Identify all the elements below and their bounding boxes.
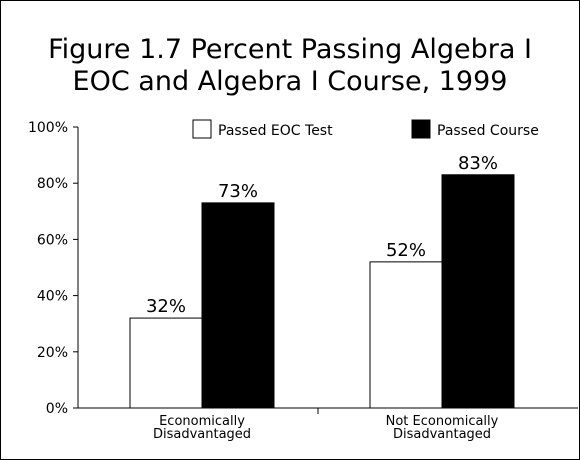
legend-swatch <box>192 119 212 139</box>
legend-label: Passed EOC Test <box>218 123 333 139</box>
data-label: 83% <box>458 153 498 174</box>
x-tick-label: Disadvantaged <box>393 427 491 442</box>
x-tick-label: Disadvantaged <box>153 427 251 442</box>
y-tick-label: 20% <box>37 345 68 361</box>
y-tick-label: 60% <box>37 232 68 248</box>
y-tick-label: 0% <box>46 401 68 417</box>
chart-title: Figure 1.7 Percent Passing Algebra I <box>48 34 532 65</box>
y-tick-label: 80% <box>37 176 68 192</box>
bar <box>369 261 443 409</box>
legend-swatch <box>411 119 431 139</box>
bar <box>129 317 203 409</box>
x-tick-label: Not Economically <box>386 414 499 429</box>
bar <box>441 174 515 409</box>
chart-title: EOC and Algebra I Course, 1999 <box>73 66 508 97</box>
x-tick-label: Economically <box>159 414 245 429</box>
legend-label: Passed Course <box>437 123 539 139</box>
y-tick-label: 100% <box>28 120 68 136</box>
data-label: 32% <box>146 296 186 317</box>
bar <box>201 202 275 409</box>
data-label: 73% <box>218 181 258 202</box>
data-label: 52% <box>386 240 426 261</box>
y-tick-label: 40% <box>37 289 68 305</box>
